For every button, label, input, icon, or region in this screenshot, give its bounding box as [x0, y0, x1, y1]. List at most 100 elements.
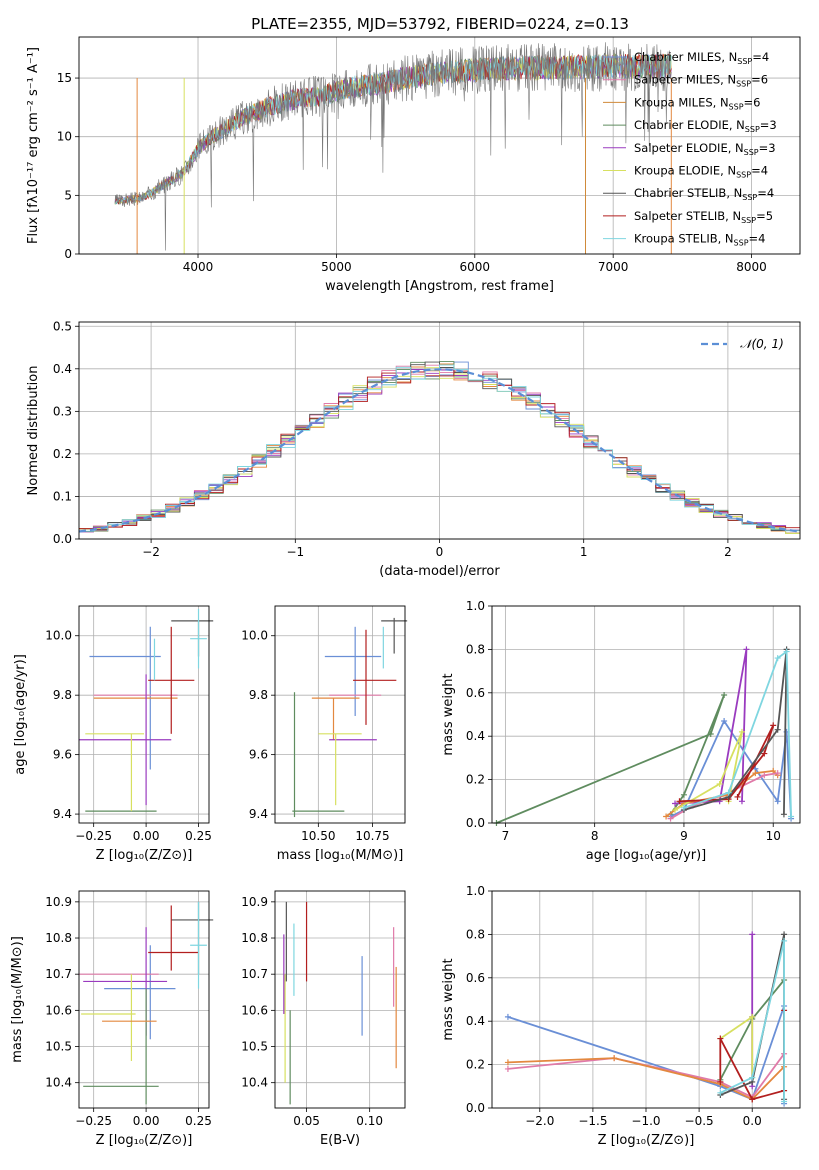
y-tick-label: 0.0 — [466, 1101, 485, 1115]
axes-frame — [78, 321, 801, 540]
x-axis-label: Z [log₁₀(Z/Z⊙)] — [96, 1133, 193, 1148]
y-axis-label: Normed distribution — [26, 366, 41, 496]
x-axis-label: Z [log₁₀(Z/Z⊙)] — [96, 848, 193, 863]
weight-point-marker — [749, 1074, 756, 1081]
axes-frame — [274, 890, 406, 1109]
weight-point-marker — [770, 722, 777, 729]
y-axis-label: mass weight — [441, 958, 456, 1040]
weight-point-marker — [667, 815, 674, 822]
x-tick-label: 9 — [680, 829, 688, 843]
x-tick-label: 0.00 — [133, 829, 160, 843]
spectrum-panel: 4000 5000 6000 7000 8000 0 5 10 15 wavelength [An… — [26, 36, 801, 294]
x-axis-label: (data-model)/error — [379, 564, 500, 579]
y-tick-label: 0.0 — [466, 816, 485, 830]
weight-point-marker — [721, 718, 728, 725]
x-tick-label: 8000 — [736, 260, 767, 274]
y-axis-label: mass weight — [441, 673, 456, 755]
weight-point-marker — [781, 1098, 788, 1105]
weight-point-marker — [770, 767, 777, 774]
y-tick-label: 0.6 — [466, 971, 485, 985]
legend-entry: 𝒩(0, 1) — [740, 337, 784, 351]
weight-point-marker — [788, 813, 795, 820]
weight_vs_Z-plot-area — [504, 931, 788, 1107]
x-axis-label: E(B-V) — [320, 1133, 360, 1148]
x-tick-label: −1.5 — [578, 1114, 607, 1128]
legend-entry: Kroupa MILES, NSSP=6 — [634, 95, 760, 111]
normal-curve-line — [78, 368, 801, 533]
y-tick-label: 0.2 — [53, 447, 72, 461]
weight-point-marker — [749, 1096, 756, 1103]
y-tick-label: 10.9 — [45, 895, 72, 909]
y-tick-label: 10.0 — [241, 629, 268, 643]
x-tick-label: 10.75 — [355, 829, 389, 843]
weight-point-marker — [774, 726, 781, 733]
x-tick-label: 6000 — [460, 260, 491, 274]
spectrum-title: PLATE=2355, MJD=53792, FIBERID=0224, z=0… — [251, 15, 629, 33]
y-axis-label: mass [log₁₀(M/M⊙)] — [10, 936, 25, 1063]
y-tick-label: 5 — [64, 188, 72, 202]
y-tick-label: 0.2 — [466, 773, 485, 787]
y-tick-label: 10.4 — [45, 1076, 72, 1090]
y-tick-label: 15 — [57, 71, 72, 85]
y-tick-label: 0.6 — [466, 686, 485, 700]
mass_vs_Z-panel: −0.25 0.00 0.25 10.4 10.5 10.6 10.7 10.8 10.9 Z [… — [10, 890, 214, 1148]
mass_vs_ebv-panel: 0.05 0.10 10.4 10.5 10.6 10.7 10.8 10.9 E(B-V) — [241, 890, 406, 1148]
x-tick-label: −2.0 — [525, 1114, 554, 1128]
x-tick-label: −0.25 — [75, 1114, 112, 1128]
y-tick-label: 0.4 — [466, 729, 485, 743]
weight_vs_Z-panel: −2.0 −1.5 −1.0 −0.5 0.0 0.0 0.2 0.4 0.6 0.8 1.0 Z [… — [441, 884, 801, 1148]
weight-point-marker — [774, 798, 781, 805]
residuals-plot-area — [78, 361, 801, 534]
legend-entry: Kroupa ELODIE, NSSP=4 — [634, 164, 768, 180]
y-tick-label: 0.8 — [466, 642, 485, 656]
weight-point-marker — [721, 691, 728, 698]
y-tick-label: 0.5 — [53, 319, 72, 333]
weight-point-marker — [504, 1065, 511, 1072]
age_vs_mass-plot-area — [292, 617, 408, 818]
weight-point-marker — [783, 648, 790, 655]
y-tick-label: 10.7 — [241, 967, 268, 981]
y-tick-label: 10.8 — [241, 931, 268, 945]
weight-point-marker — [781, 931, 788, 938]
y-tick-label: 1.0 — [466, 884, 485, 898]
axes-frame — [78, 890, 210, 1109]
legend-entry: Chabrier ELODIE, NSSP=3 — [634, 118, 777, 134]
x-tick-label: −2 — [142, 545, 160, 559]
weight-point-marker — [707, 731, 714, 738]
residual-histogram — [79, 364, 800, 532]
y-tick-label: 10.6 — [45, 1003, 72, 1017]
x-axis-label: wavelength [Angstrom, rest frame] — [325, 279, 554, 294]
weight-point-marker — [676, 798, 683, 805]
x-axis-label: mass [log₁₀(M/M⊙)] — [277, 848, 404, 863]
x-tick-label: −1.0 — [631, 1114, 660, 1128]
weight-point-marker — [780, 811, 787, 818]
x-tick-label: 2 — [724, 545, 732, 559]
x-tick-label: −0.5 — [685, 1114, 714, 1128]
x-tick-label: 10 — [766, 829, 781, 843]
weight-point-marker — [774, 770, 781, 777]
weight-point-marker — [781, 937, 788, 944]
y-axis-label: Flux [fλ10⁻¹⁷ erg cm⁻² s⁻¹ A⁻¹] — [26, 47, 41, 244]
weight-point-marker — [717, 1089, 724, 1096]
y-tick-label: 0.8 — [466, 927, 485, 941]
y-tick-label: 9.4 — [53, 807, 72, 821]
x-axis-label: Z [log₁₀(Z/Z⊙)] — [598, 1133, 695, 1148]
weight-point-marker — [774, 655, 781, 662]
x-tick-label: 8 — [591, 829, 599, 843]
x-tick-label: 10.50 — [301, 829, 335, 843]
weight-point-marker — [716, 780, 723, 787]
legend-entry: Salpeter ELODIE, NSSP=3 — [634, 141, 776, 157]
x-tick-label: 0.05 — [293, 1114, 320, 1128]
y-tick-label: 0 — [64, 247, 72, 261]
y-tick-label: 9.4 — [249, 807, 268, 821]
weight-point-marker — [717, 1078, 724, 1085]
axes-frame — [78, 605, 210, 824]
x-tick-label: 0.0 — [743, 1114, 762, 1128]
y-tick-label: 0.3 — [53, 404, 72, 418]
weight-point-marker — [734, 793, 741, 800]
legend-entry: Salpeter MILES, NSSP=6 — [634, 73, 768, 89]
y-tick-label: 10.8 — [45, 931, 72, 945]
legend-entry: Chabrier MILES, NSSP=4 — [634, 50, 769, 66]
age_vs_mass-panel: 10.50 10.75 9.4 9.6 9.8 10.0 mass [log₁₀(M/M⊙)… — [241, 605, 408, 863]
